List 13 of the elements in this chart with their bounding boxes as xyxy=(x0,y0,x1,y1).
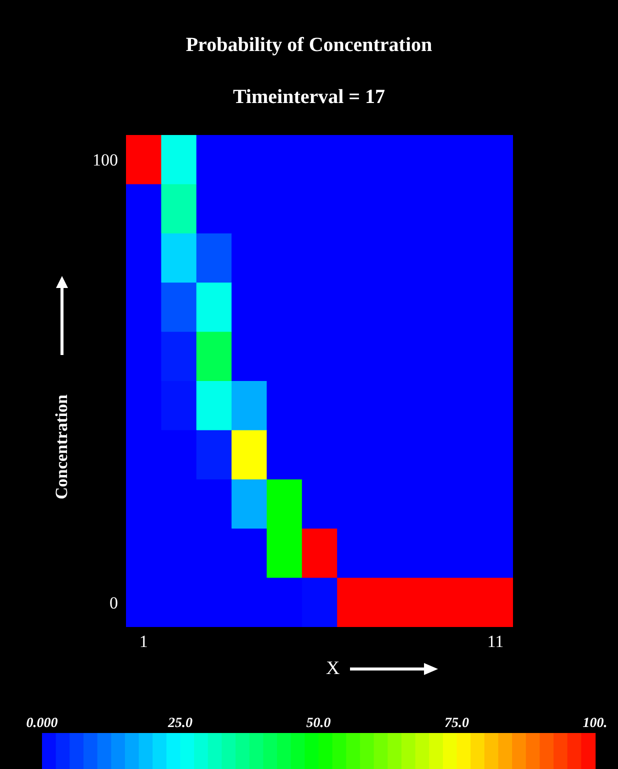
chart-title: Probability of Concentration xyxy=(184,34,434,57)
y-axis-title: Concentration xyxy=(52,394,72,500)
color-bar-label: 0.000 xyxy=(26,716,58,731)
y-tick-label: 0 xyxy=(110,593,118,612)
color-bar-label: 100. xyxy=(582,716,608,731)
color-bar-label: 75.0 xyxy=(444,716,469,731)
y-tick-label: 100 xyxy=(92,150,118,170)
x-tick-label: 1 xyxy=(139,632,148,652)
color-bar-label: 25.0 xyxy=(167,716,192,731)
chart-subtitle: Timeinterval = 17 xyxy=(232,86,386,109)
x-axis-title: X xyxy=(326,658,340,680)
color-bar-label: 50.0 xyxy=(306,716,331,731)
x-tick-label: 11 xyxy=(487,632,504,652)
